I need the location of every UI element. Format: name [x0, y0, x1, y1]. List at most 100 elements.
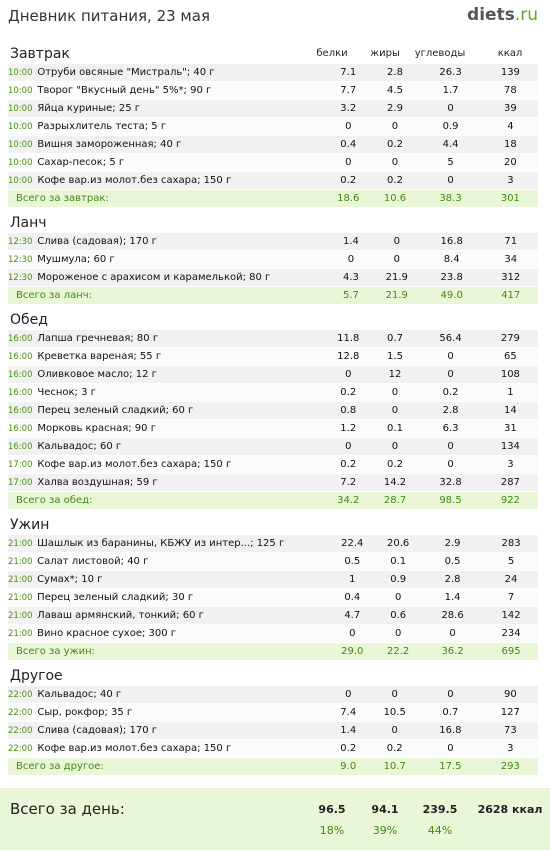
- section-total-protein: 29.0: [341, 646, 364, 657]
- food-protein: 1: [349, 574, 356, 585]
- food-row[interactable]: 10:00 Яйца куриные; 25 г 3.2 2.9 0 39: [8, 99, 538, 118]
- meal-table: 12:30 Слива (садовая); 170 г 1.4 0 16.8 71 12:…: [8, 233, 538, 304]
- food-carbs: 0: [447, 441, 454, 452]
- food-fat: 12: [388, 369, 402, 380]
- food-row[interactable]: 22:00 Сыр, рокфор; 35 г 7.4 10.5 0.7 127: [8, 703, 538, 722]
- food-protein: 0: [345, 689, 352, 700]
- meal-section-header: Ужин: [0, 515, 550, 535]
- food-protein: 3.2: [340, 103, 357, 114]
- section-total-row: Всего за ланч: 5.7 21.9 49.0 417: [8, 286, 538, 304]
- food-row[interactable]: 21:00 Салат листовой; 40 г 0.5 0.1 0.5 5: [8, 552, 538, 571]
- food-name: Слива (садовая); 170 г: [37, 725, 157, 736]
- food-kcal: 39: [504, 103, 517, 114]
- column-header: углеводы: [414, 48, 466, 59]
- food-protein: 0: [345, 369, 352, 380]
- food-carbs: 28.6: [441, 610, 464, 621]
- food-row[interactable]: 21:00 Лаваш армянский, тонкий; 60 г 4.7 0.6…: [8, 606, 538, 625]
- food-fat: 0.2: [387, 139, 403, 150]
- food-protein: 12.8: [337, 351, 360, 362]
- food-row[interactable]: 10:00 Отруби овсяные "Мистраль"; 40 г 7.1 2…: [8, 64, 538, 82]
- food-carbs: 0: [447, 689, 454, 700]
- food-time: 22:00: [8, 725, 33, 736]
- food-kcal: 3: [507, 175, 514, 186]
- section-total-kcal: 695: [501, 646, 521, 657]
- food-protein: 11.8: [337, 333, 360, 344]
- food-time: 12:30: [8, 254, 33, 265]
- food-row[interactable]: 10:00 Вишня замороженная; 40 г 0.4 0.2 4.4 18: [8, 135, 538, 154]
- food-fat: 0: [394, 592, 402, 603]
- food-row[interactable]: 16:00 Перец зеленый сладкий; 60 г 0.8 0 2.8 1…: [8, 401, 538, 420]
- food-name: Лапша гречневая; 80 г: [37, 333, 159, 344]
- food-kcal: 279: [500, 333, 520, 344]
- food-row[interactable]: 21:00 Перец зеленый сладкий; 30 г 0.4 0 1.4 7: [8, 588, 538, 607]
- food-kcal: 31: [504, 423, 517, 434]
- section-total-label: Всего за другое:: [16, 761, 104, 772]
- food-row[interactable]: 21:00 Вино красное сухое; 300 г 0 0 0 234: [8, 624, 538, 643]
- food-row[interactable]: 22:00 Кофе вар.из молот.без сахара; 150 г…: [8, 739, 538, 758]
- food-row[interactable]: 10:00 Кофе вар.из молот.без сахара; 150 г…: [8, 171, 538, 190]
- food-row[interactable]: 12:30 Мороженое с арахисом и карамелькой;…: [8, 268, 538, 287]
- food-kcal: 65: [504, 351, 517, 362]
- food-name: Вино красное сухое; 300 г: [37, 628, 177, 639]
- meal-section: Ужин 21:00 Шашлык из баранины, КБЖУ из инт…: [0, 515, 550, 660]
- food-protein: 7.7: [340, 85, 357, 96]
- food-carbs: 6.3: [442, 423, 459, 434]
- food-row[interactable]: 16:00 Оливковое масло; 12 г 0 12 0 108: [8, 365, 538, 384]
- food-row[interactable]: 16:00 Чеснок; 3 г 0.2 0 0.2 1: [8, 383, 538, 402]
- section-total-carbs: 38.3: [439, 193, 462, 204]
- food-protein: 7.1: [340, 67, 357, 78]
- food-fat: 0: [391, 405, 399, 416]
- food-fat: 0.9: [390, 574, 407, 585]
- food-name: Морковь красная; 90 г: [37, 423, 156, 434]
- section-total-row: Всего за ужин: 29.0 22.2 36.2 695: [8, 642, 538, 660]
- day-total-panel: Всего за день: 96.5 94.1 239.5 2628 ккал…: [0, 788, 550, 850]
- food-row[interactable]: 10:00 Сахар-песок; 5 г 0 0 5 20: [8, 153, 538, 172]
- food-row[interactable]: 16:00 Морковь красная; 90 г 1.2 0.1 6.3 31: [8, 419, 538, 438]
- food-row[interactable]: 21:00 Сумах*; 10 г 1 0.9 2.8 24: [8, 570, 538, 589]
- food-row[interactable]: 12:30 Мушмула; 60 г 0 0 8.4 34: [8, 250, 538, 269]
- food-row[interactable]: 21:00 Шашлык из баранины, КБЖУ из интер..…: [8, 535, 538, 553]
- food-row[interactable]: 16:00 Креветка вареная; 55 г 12.8 1.5 0 65: [8, 347, 538, 366]
- section-total-label: Всего за обед:: [16, 495, 93, 506]
- food-time: 12:30: [8, 236, 33, 247]
- food-name: Перец зеленый сладкий; 60 г: [37, 405, 194, 416]
- food-carbs: 56.4: [439, 333, 462, 344]
- food-row[interactable]: 22:00 Слива (садовая); 170 г 1.4 0 16.8 73: [8, 721, 538, 740]
- food-kcal: 24: [504, 574, 518, 585]
- food-row[interactable]: 10:00 Разрыхлитель теста; 5 г 0 0 0.9 4: [8, 117, 538, 136]
- food-row[interactable]: 17:00 Кофе вар.из молот.без сахара; 150 г…: [8, 455, 538, 474]
- food-name: Сумах*; 10 г: [37, 574, 103, 585]
- food-row[interactable]: 12:30 Слива (садовая); 170 г 1.4 0 16.8 71: [8, 233, 538, 251]
- day-total-label: Всего за день:: [10, 800, 125, 818]
- food-name: Оливковое масло; 12 г: [37, 369, 157, 380]
- food-fat: 0: [393, 236, 400, 247]
- food-row[interactable]: 10:00 Творог "Вкусный день" 5%*; 90 г 7.7 4…: [8, 81, 538, 100]
- food-name: Слива (садовая); 170 г: [37, 236, 157, 247]
- food-fat: 0: [391, 387, 399, 398]
- food-fat: 21.9: [385, 272, 408, 283]
- food-kcal: 3: [507, 743, 514, 754]
- section-total-kcal: 417: [501, 290, 521, 301]
- food-name: Чеснок; 3 г: [37, 387, 96, 398]
- food-carbs: 2.8: [442, 405, 459, 416]
- site-logo[interactable]: diets.ru: [467, 5, 538, 25]
- food-kcal: 78: [504, 85, 517, 96]
- section-total-label: Всего за завтрак:: [16, 193, 109, 204]
- food-carbs: 0: [447, 459, 454, 470]
- food-carbs: 2.8: [444, 574, 461, 585]
- food-row[interactable]: 22:00 Кальвадос; 40 г 0 0 0 90: [8, 686, 538, 704]
- meal-section-header: Завтрак белки жиры углеводы ккал: [0, 44, 550, 64]
- food-name: Сыр, рокфор; 35 г: [37, 707, 133, 718]
- food-carbs: 2.9: [444, 538, 461, 549]
- food-row[interactable]: 17:00 Халва воздушная; 59 г 7.2 14.2 32.8 287: [8, 473, 538, 492]
- food-kcal: 34: [504, 254, 518, 265]
- food-carbs: 5: [447, 157, 454, 168]
- food-row[interactable]: 16:00 Лапша гречневая; 80 г 11.8 0.7 56.4 279: [8, 330, 538, 348]
- food-kcal: 90: [503, 689, 517, 700]
- food-carbs: 23.8: [440, 272, 463, 283]
- food-time: 22:00: [8, 743, 33, 754]
- food-protein: 0.2: [340, 743, 357, 754]
- food-protein: 22.4: [341, 538, 364, 549]
- food-row[interactable]: 16:00 Кальвадос; 60 г 0 0 0 134: [8, 437, 538, 456]
- food-carbs: 0: [447, 743, 454, 754]
